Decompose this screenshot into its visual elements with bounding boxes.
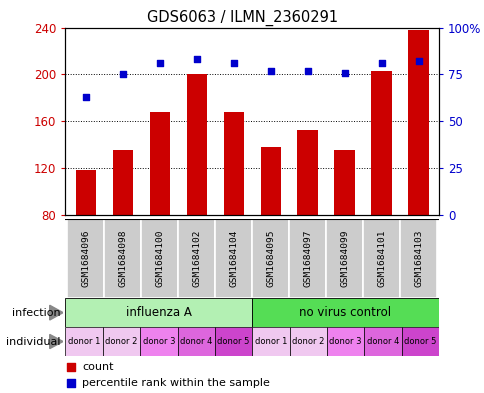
Bar (177, 327, 214, 356)
Bar (325, 219, 363, 298)
Bar (408, 30, 428, 215)
Point (414, 58, 422, 64)
Bar (288, 219, 325, 298)
Point (82, 94, 90, 100)
Text: influenza A: influenza A (126, 306, 191, 319)
Bar (141, 219, 178, 298)
Text: donor 3: donor 3 (142, 337, 175, 346)
Bar (103, 327, 140, 356)
Bar (399, 219, 436, 298)
Bar (371, 71, 391, 215)
Text: GSM1684102: GSM1684102 (192, 230, 201, 287)
Bar (223, 112, 243, 215)
Polygon shape (49, 334, 63, 349)
Bar (363, 219, 399, 298)
Point (119, 71, 126, 77)
Point (229, 60, 237, 66)
Bar (104, 219, 141, 298)
Bar (178, 219, 215, 298)
Text: GSM1684101: GSM1684101 (377, 230, 385, 287)
Bar (297, 130, 317, 215)
Bar (140, 327, 177, 356)
Text: GSM1684095: GSM1684095 (266, 230, 274, 287)
Text: GSM1684104: GSM1684104 (229, 230, 238, 287)
Bar (112, 150, 133, 215)
Bar (67, 219, 104, 298)
Text: percentile rank within the sample: percentile rank within the sample (82, 378, 270, 387)
Text: no virus control: no virus control (299, 306, 391, 319)
Text: GSM1684097: GSM1684097 (302, 230, 312, 287)
Point (67, 364, 75, 370)
Text: donor 4: donor 4 (180, 337, 212, 346)
Text: count: count (82, 362, 114, 372)
Bar (65, 327, 103, 356)
Point (266, 68, 274, 74)
Bar (65, 298, 252, 327)
Bar (252, 219, 288, 298)
Text: donor 1: donor 1 (68, 337, 100, 346)
Text: donor 5: donor 5 (403, 337, 436, 346)
Point (303, 68, 311, 74)
Text: GSM1684098: GSM1684098 (118, 230, 127, 287)
Text: GSM1684100: GSM1684100 (155, 230, 164, 287)
Bar (252, 298, 438, 327)
Text: donor 2: donor 2 (291, 337, 324, 346)
Text: donor 1: donor 1 (254, 337, 287, 346)
Text: infection: infection (12, 308, 61, 318)
Point (193, 56, 200, 62)
Bar (334, 150, 354, 215)
Bar (401, 327, 438, 356)
Point (340, 70, 348, 76)
Text: GDS6063 / ILMN_2360291: GDS6063 / ILMN_2360291 (147, 10, 337, 26)
Text: individual: individual (6, 336, 60, 347)
Polygon shape (49, 305, 63, 320)
Text: GSM1684103: GSM1684103 (413, 230, 422, 287)
Bar (215, 219, 252, 298)
Text: GSM1684099: GSM1684099 (339, 230, 348, 287)
Bar (186, 74, 207, 215)
Text: donor 2: donor 2 (105, 337, 137, 346)
Point (155, 60, 163, 66)
Text: donor 3: donor 3 (329, 337, 361, 346)
Point (67, 380, 75, 386)
Point (377, 60, 385, 66)
Text: donor 4: donor 4 (366, 337, 398, 346)
Bar (260, 147, 280, 215)
Text: donor 5: donor 5 (217, 337, 249, 346)
Text: GSM1684096: GSM1684096 (81, 230, 90, 287)
Bar (326, 327, 363, 356)
Bar (289, 327, 326, 356)
Bar (149, 112, 169, 215)
Bar (363, 327, 401, 356)
Bar (76, 169, 96, 215)
Bar (214, 327, 252, 356)
Bar (252, 327, 289, 356)
